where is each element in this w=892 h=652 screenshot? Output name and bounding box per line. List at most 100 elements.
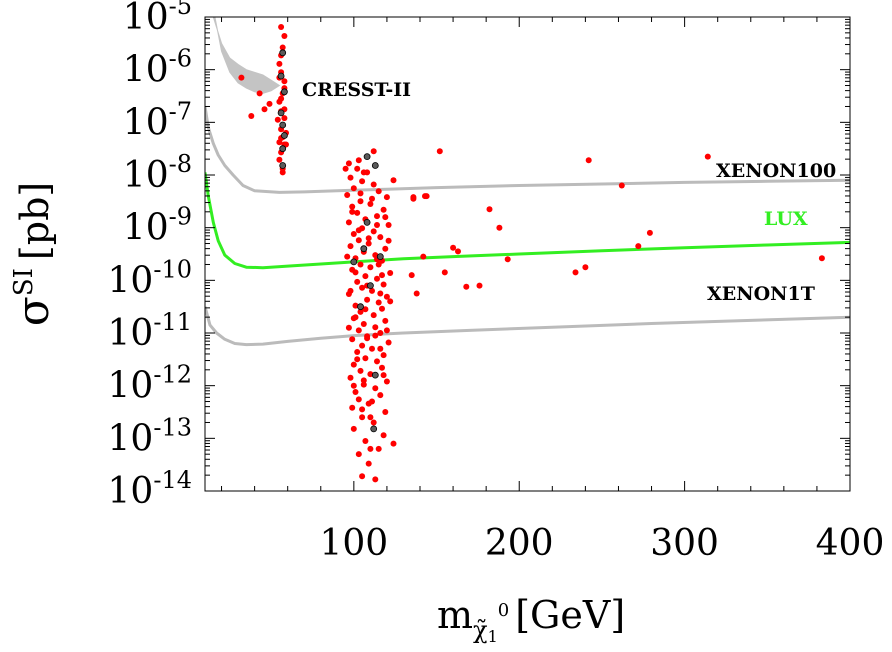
data-point-59	[382, 245, 389, 252]
data-point-167	[463, 283, 470, 290]
data-point-32	[238, 74, 245, 81]
highlight-point-5	[280, 132, 288, 139]
highlight-point-0	[279, 49, 287, 57]
curve-xenon1t	[205, 306, 850, 347]
y-tick-label: 10-7	[123, 97, 192, 143]
data-point-15	[276, 156, 283, 163]
highlight-point-4	[279, 121, 287, 129]
data-point-75	[383, 293, 390, 300]
data-point-166	[441, 269, 448, 276]
y-axis-title: σSI[pb]	[8, 182, 59, 326]
data-point-146	[349, 208, 356, 215]
data-point-155	[377, 290, 384, 297]
data-point-150	[359, 406, 366, 413]
highlight-point-1	[277, 72, 285, 80]
data-point-22	[278, 95, 285, 102]
data-point-73	[369, 287, 375, 294]
highlight-point-14	[371, 371, 379, 379]
data-point-122	[360, 169, 367, 176]
data-point-165	[455, 248, 461, 255]
data-point-107	[355, 396, 362, 403]
label-xenon100: XENON100	[716, 160, 836, 182]
highlight-point-2	[280, 88, 288, 96]
data-point-116	[355, 451, 362, 458]
data-point-171	[496, 224, 503, 231]
data-point-10	[281, 115, 288, 122]
region-cresst-ii	[212, 17, 281, 94]
data-point-28	[256, 90, 263, 97]
highlight-point-16	[357, 303, 364, 311]
data-point-90	[385, 339, 392, 346]
data-point-53	[370, 228, 377, 235]
highlight-point-9	[371, 162, 379, 169]
data-point-89	[349, 336, 356, 343]
data-point-179	[818, 255, 825, 262]
data-point-174	[635, 243, 642, 250]
data-point-180	[423, 193, 430, 200]
data-point-58	[347, 243, 354, 250]
data-point-163	[408, 272, 415, 279]
data-point-151	[364, 335, 371, 342]
data-point-135	[347, 287, 354, 294]
data-point-119	[359, 473, 366, 480]
label-lux: LUX	[764, 208, 808, 230]
data-point-106	[377, 392, 384, 399]
data-point-69	[374, 275, 380, 282]
data-point-71	[380, 281, 387, 288]
data-point-161	[436, 148, 443, 155]
region-layer	[212, 17, 281, 94]
data-point-57	[365, 240, 372, 247]
data-point-142	[383, 327, 390, 334]
data-point-129	[360, 377, 367, 384]
data-point-110	[382, 409, 389, 415]
data-point-29	[248, 113, 255, 119]
plot-frame	[204, 16, 851, 492]
data-point-56	[355, 237, 362, 244]
data-point-178	[704, 153, 711, 160]
data-point-70	[354, 278, 361, 285]
data-point-156	[342, 165, 349, 172]
highlight-point-7	[279, 162, 287, 169]
data-point-50	[345, 219, 352, 226]
x-tick-label: 300	[650, 523, 719, 564]
data-point-162	[420, 253, 427, 260]
data-point-18	[274, 116, 281, 123]
data-point-65	[367, 264, 374, 271]
highlight-point-11	[360, 245, 368, 253]
data-point-98	[379, 364, 385, 371]
data-point-51	[385, 222, 392, 228]
data-point-133	[387, 298, 394, 305]
data-point-78	[352, 302, 359, 309]
data-point-128	[377, 345, 384, 352]
data-point-76	[364, 296, 371, 303]
data-point-83	[382, 317, 389, 324]
data-point-39	[350, 185, 357, 192]
curve-lux	[205, 172, 850, 270]
data-point-120	[372, 476, 379, 483]
data-point-124	[355, 227, 362, 234]
data-point-148	[355, 157, 362, 164]
data-point-97	[350, 361, 357, 368]
x-axis-title: mχ̃10 [GeV]	[437, 593, 625, 646]
y-tick-label: 10-14	[108, 466, 192, 512]
data-point-85	[372, 324, 379, 331]
title-layer: σSI[pb] mχ̃10 [GeV]	[8, 182, 625, 646]
data-point-118	[365, 460, 372, 467]
data-point-84	[360, 321, 367, 327]
data-point-80	[357, 308, 364, 315]
data-point-100	[367, 371, 374, 378]
data-point-173	[618, 182, 625, 189]
data-point-138	[379, 272, 385, 279]
data-point-64	[357, 261, 364, 268]
y-tick-label: 10-6	[123, 45, 192, 91]
y-tick-label: 10-5	[123, 0, 192, 38]
y-tick-label: 10-11	[108, 308, 192, 354]
data-point-37	[359, 178, 366, 185]
data-point-102	[383, 378, 390, 385]
data-point-31	[266, 100, 273, 107]
data-point-38	[370, 181, 377, 188]
data-point-0	[278, 24, 285, 30]
data-point-131	[382, 214, 389, 221]
data-point-68	[362, 273, 369, 280]
label-layer: 10-5 10-6 10-7 10-8 10-9 10-10 10-11 10-12 10-13…	[108, 0, 885, 564]
